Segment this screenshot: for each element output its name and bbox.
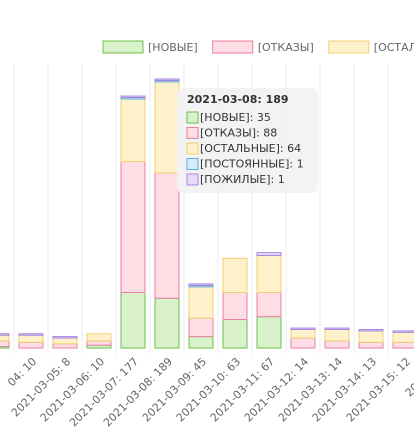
tooltip-line: [ОСТАЛЬНЫЕ]: 64 [200,142,301,155]
bar-segment [290,327,316,330]
bar-segment [86,333,112,342]
bar-segment [290,337,316,349]
legend-swatch [102,40,144,54]
bar-segment [324,328,350,342]
bars [0,78,414,349]
bar-segment [120,95,146,99]
bar-segment [154,81,180,174]
legend-label: [ОТКАЗЫ] [258,41,314,54]
bar-segment [222,291,248,321]
bar-segment [324,327,350,330]
bar-segment [188,283,214,286]
bar-segment [392,341,414,349]
tooltip-swatch [186,111,199,124]
bar-segment [222,257,248,293]
bar-segment [18,334,44,343]
bar-segment [256,316,282,349]
bar-segment [154,78,180,81]
bar-segment [52,336,78,339]
bar-segment [154,297,180,349]
bar-segment [52,337,78,345]
legend-swatch [328,40,370,54]
bar-segment [120,161,146,293]
bar-segment [0,333,10,336]
tooltip-line: [ПОЖИЛЫЕ]: 1 [200,173,285,186]
x-tick-label: 2021-03-05: 8 [9,355,73,419]
tooltip-swatch [186,158,199,170]
tooltip: 2021-03-08: 189 [НОВЫЕ]: 35 [ОТКАЗЫ]: 88 [О… [177,88,318,193]
bar-segment [358,341,384,349]
bar-segment [86,340,112,346]
bar-segment [0,334,10,342]
tooltip-line: [ПОСТОЯННЫЕ]: 1 [200,158,304,171]
bar-segment [324,340,350,349]
bar-segment [18,341,44,349]
bar-segment [188,286,214,319]
bar-segment [0,346,10,349]
bar-segment [392,331,414,343]
bar-segment [256,291,282,318]
bar-segment [392,330,414,333]
legend-label: [НОВЫЕ] [148,41,198,54]
tooltip-line: [НОВЫЕ]: 35 [200,111,271,124]
tooltip-swatch [186,142,199,155]
bar-segment [120,291,146,349]
tooltip-line: [ОТКАЗЫ]: 88 [200,127,277,140]
bar-segment [188,317,214,338]
bar-segment [188,336,214,349]
legend-label: [ОСТАЛЬНЫЕ] [374,41,414,54]
bar-segment [0,340,10,348]
bar-segment [222,319,248,349]
bar-segment [256,254,282,293]
tooltip-title: 2021-03-08: 189 [187,93,289,106]
bar-segment [358,328,384,332]
bar-segment [18,333,44,336]
tooltip-swatch [186,127,199,139]
bar-segment [256,252,282,256]
bar-segment [120,98,146,163]
bar-segment [154,172,180,299]
bar-segment [290,328,316,339]
legend-swatch [212,40,254,54]
bar-segment [52,343,78,349]
tooltip-box [177,88,318,193]
bar-segment [358,330,384,343]
tooltip-swatch [186,173,199,186]
legend: [НОВЫЕ][ОТКАЗЫ][ОСТАЛЬНЫЕ][ПОСТОЯННЫЕ][П… [102,40,414,54]
